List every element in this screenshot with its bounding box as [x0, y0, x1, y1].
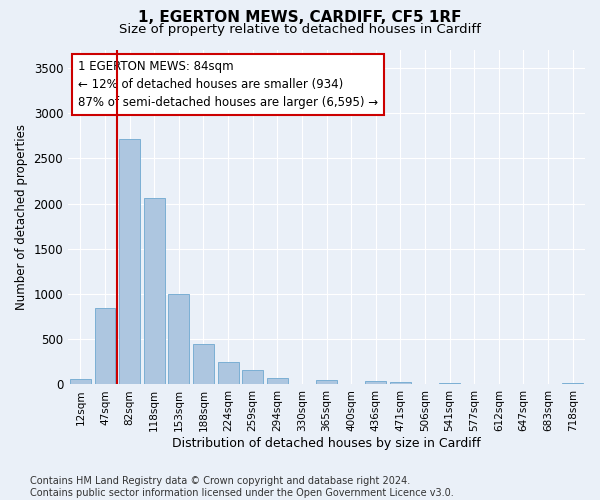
- Text: Contains HM Land Registry data © Crown copyright and database right 2024.
Contai: Contains HM Land Registry data © Crown c…: [30, 476, 454, 498]
- X-axis label: Distribution of detached houses by size in Cardiff: Distribution of detached houses by size …: [172, 437, 481, 450]
- Bar: [242, 370, 263, 384]
- Text: Size of property relative to detached houses in Cardiff: Size of property relative to detached ho…: [119, 22, 481, 36]
- Bar: [316, 380, 337, 384]
- Bar: [193, 344, 214, 385]
- Bar: [218, 362, 239, 384]
- Bar: [144, 198, 164, 384]
- Bar: [169, 294, 189, 384]
- Bar: [70, 379, 91, 384]
- Bar: [439, 382, 460, 384]
- Bar: [119, 138, 140, 384]
- Bar: [390, 382, 411, 384]
- Bar: [267, 378, 288, 384]
- Bar: [95, 308, 115, 384]
- Bar: [562, 382, 583, 384]
- Bar: [365, 381, 386, 384]
- Text: 1 EGERTON MEWS: 84sqm
← 12% of detached houses are smaller (934)
87% of semi-det: 1 EGERTON MEWS: 84sqm ← 12% of detached …: [79, 60, 379, 109]
- Y-axis label: Number of detached properties: Number of detached properties: [15, 124, 28, 310]
- Text: 1, EGERTON MEWS, CARDIFF, CF5 1RF: 1, EGERTON MEWS, CARDIFF, CF5 1RF: [138, 10, 462, 25]
